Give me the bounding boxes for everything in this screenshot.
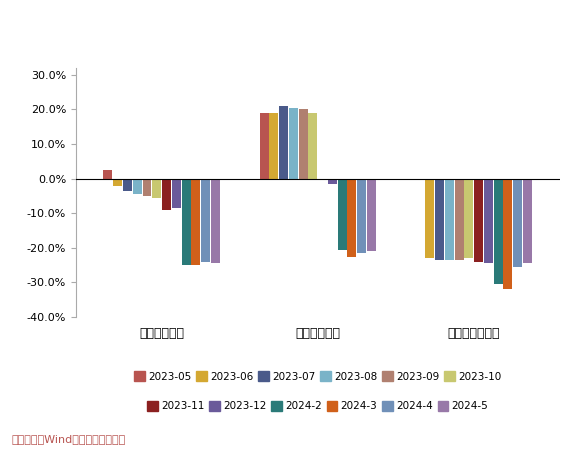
Bar <box>504 178 512 289</box>
Bar <box>435 178 444 260</box>
Bar <box>142 178 152 196</box>
Bar <box>426 178 434 258</box>
Bar <box>308 113 317 178</box>
Legend: 2023-11, 2023-12, 2024-2, 2024-3, 2024-4, 2024-5: 2023-11, 2023-12, 2024-2, 2024-3, 2024-4… <box>143 397 493 415</box>
Bar <box>494 178 503 284</box>
Bar <box>357 178 366 253</box>
Bar <box>455 178 463 260</box>
Bar <box>269 113 278 178</box>
Bar <box>191 178 201 265</box>
Bar <box>523 178 532 264</box>
Bar <box>279 106 288 178</box>
Bar <box>465 178 473 258</box>
Bar <box>211 178 220 264</box>
Text: 数据来源：Wind、财通证券研究所: 数据来源：Wind、财通证券研究所 <box>12 434 126 444</box>
Bar <box>201 178 210 262</box>
Bar <box>318 178 327 180</box>
Bar <box>104 170 113 178</box>
Bar <box>484 178 493 264</box>
Bar <box>416 178 424 180</box>
Bar <box>445 178 454 260</box>
Bar <box>133 178 142 194</box>
Bar <box>181 178 191 265</box>
Bar <box>289 108 298 178</box>
Bar <box>162 178 171 210</box>
Bar <box>328 178 337 184</box>
Bar <box>152 178 161 198</box>
Bar <box>347 178 356 256</box>
Bar <box>113 178 122 186</box>
Bar <box>172 178 181 208</box>
Text: 图6.住宅销售、竣工、新开工面积累计同比: 图6.住宅销售、竣工、新开工面积累计同比 <box>12 20 244 39</box>
Bar <box>474 178 483 262</box>
Bar <box>338 178 347 250</box>
Bar <box>123 178 132 191</box>
Bar <box>367 178 376 251</box>
Bar <box>513 178 522 267</box>
Bar <box>259 113 269 178</box>
Bar <box>298 110 308 178</box>
